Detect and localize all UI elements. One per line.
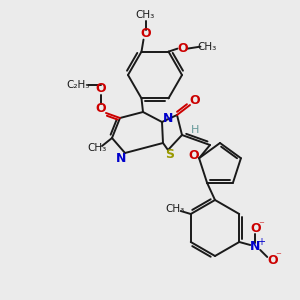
Text: O: O <box>140 27 151 40</box>
Text: N: N <box>116 152 126 164</box>
Text: O: O <box>190 94 200 107</box>
Text: H: H <box>191 125 199 135</box>
Text: O: O <box>189 149 200 162</box>
Text: ⁻: ⁻ <box>275 251 281 261</box>
Text: CH₃: CH₃ <box>165 204 184 214</box>
Text: +: + <box>257 237 265 247</box>
Text: ⁻: ⁻ <box>258 220 264 230</box>
Text: O: O <box>250 223 261 236</box>
Text: CH₃: CH₃ <box>198 42 217 52</box>
Text: O: O <box>267 254 278 266</box>
Text: O: O <box>96 101 106 115</box>
Text: S: S <box>166 148 175 161</box>
Text: O: O <box>177 42 188 55</box>
Text: CH₃: CH₃ <box>87 143 106 153</box>
Text: C₂H₅: C₂H₅ <box>66 80 90 90</box>
Text: N: N <box>250 241 260 254</box>
Text: N: N <box>163 112 173 125</box>
Text: CH₃: CH₃ <box>136 10 155 20</box>
Text: O: O <box>96 82 106 95</box>
